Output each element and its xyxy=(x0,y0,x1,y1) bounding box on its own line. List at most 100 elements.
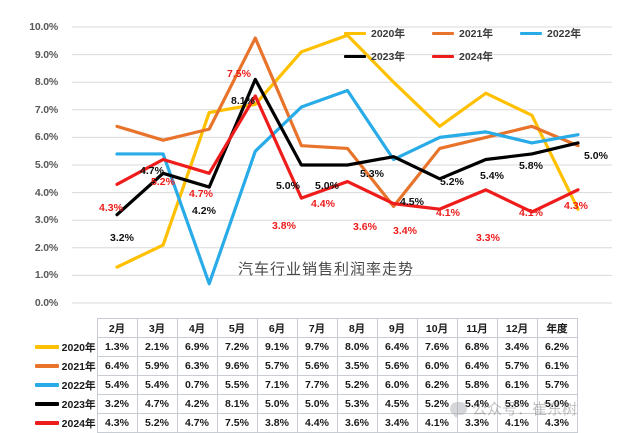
table-column-header: 3月 xyxy=(136,318,178,338)
table-cell: 5.4% xyxy=(136,375,178,395)
table-cell: 9.7% xyxy=(296,337,338,357)
y-axis-tick-label: 6.0% xyxy=(34,131,58,144)
table-column-header: 12月 xyxy=(496,318,538,338)
legend-item-2021年[interactable]: 2021年 xyxy=(432,26,520,41)
legend-color-swatch xyxy=(344,54,366,59)
legend-color-swatch xyxy=(432,31,454,36)
data-label: 4.3% xyxy=(564,200,588,212)
data-label: 3.4% xyxy=(393,225,417,237)
data-label: 4.7% xyxy=(189,188,213,200)
legend-color-swatch xyxy=(520,31,542,36)
data-label: 5.3% xyxy=(360,168,384,180)
table-cell: 5.3% xyxy=(336,394,378,414)
table-row: 2024年 4.3% 5.2% 4.7% 7.5% 3.8% 4.4% 3.6% 3.4% 4.1… xyxy=(26,413,578,433)
table-cell: 6.3% xyxy=(176,356,218,376)
table-cell: 5.7% xyxy=(496,356,538,376)
table-row: 2020年 1.3% 2.1% 6.9% 7.2% 9.1% 9.7% 8.0% 6.4% 7.6… xyxy=(26,337,578,357)
table-cell: 4.7% xyxy=(176,413,218,433)
table-cell: 5.8% xyxy=(496,394,538,414)
table-cell: 5.7% xyxy=(536,375,578,395)
data-label: 3.2% xyxy=(110,232,134,244)
data-label: 8.1% xyxy=(231,95,255,107)
chart-plot-region: 10.0% 9.0% 8.0% 7.0% 6.0% 5.0% 4.0% 3.0% 2.0% 1.0… xyxy=(29,21,612,309)
table-row: 2022年 5.4% 5.4% 0.7% 5.5% 7.1% 7.7% 5.2% 6.0% 6.2… xyxy=(26,375,578,395)
table-column-header: 9月 xyxy=(376,318,418,338)
table-cell: 3.3% xyxy=(456,413,498,433)
table-cell: 5.8% xyxy=(456,375,498,395)
data-label: 5.8% xyxy=(519,160,543,172)
y-axis-tick-label: 10.0% xyxy=(29,21,58,33)
table-column-header: 2月 xyxy=(96,318,138,338)
data-label: 5.2% xyxy=(440,176,464,188)
table-cell: 5.4% xyxy=(456,394,498,414)
legend-item-2023年[interactable]: 2023年 xyxy=(344,49,432,64)
legend-item-2024年[interactable]: 2024年 xyxy=(432,49,520,64)
table-cell: 0.7% xyxy=(176,375,218,395)
table-cell: 5.2% xyxy=(336,375,378,395)
table-column-header: 11月 xyxy=(456,318,498,338)
table-cell: 5.0% xyxy=(296,394,338,414)
table-column-header: 7月 xyxy=(296,318,338,338)
table-cell: 3.4% xyxy=(496,337,538,357)
row-label: 2021年 xyxy=(61,360,96,373)
legend-item-2020年[interactable]: 2020年 xyxy=(344,26,432,41)
table-cell: 4.3% xyxy=(96,413,138,433)
table-column-header: 4月 xyxy=(176,318,218,338)
y-axis-tick-label: 3.0% xyxy=(34,214,58,227)
data-label: 4.2% xyxy=(192,205,216,217)
table-corner-cell xyxy=(26,319,97,338)
table-cell: 4.5% xyxy=(376,394,418,414)
table-cell: 5.5% xyxy=(216,375,258,395)
table-cell: 4.3% xyxy=(536,413,578,433)
y-axis-tick-label: 2.0% xyxy=(34,241,58,254)
table-cell: 4.1% xyxy=(416,413,458,433)
data-label: 5.0% xyxy=(315,180,339,192)
table-cell: 6.4% xyxy=(96,356,138,376)
data-label: 4.1% xyxy=(519,207,543,219)
table-cell: 6.4% xyxy=(456,356,498,376)
table-cell: 6.0% xyxy=(376,375,418,395)
y-axis-tick-label: 8.0% xyxy=(34,76,58,89)
data-label: 3.6% xyxy=(353,221,377,233)
row-label: 2023年 xyxy=(61,398,96,411)
table-column-header: 6月 xyxy=(256,318,298,338)
chart-series-lines xyxy=(115,33,580,286)
table-column-header: 8月 xyxy=(336,318,378,338)
table-cell: 5.7% xyxy=(256,356,298,376)
data-table-region: 2月 3月 4月 5月 6月 7月 8月 9月 10月 11月 12月 年度 2020年 1.3% 2.1… xyxy=(0,314,620,433)
table-cell: 7.2% xyxy=(216,337,258,357)
legend-item-2022年[interactable]: 2022年 xyxy=(520,26,608,41)
table-cell: 6.1% xyxy=(496,375,538,395)
data-label: 5.0% xyxy=(276,180,300,192)
table-row-header: 2024年 xyxy=(26,414,97,433)
table-cell: 5.2% xyxy=(136,413,178,433)
data-label: 5.2% xyxy=(151,176,175,188)
data-label: 3.8% xyxy=(272,220,296,232)
table-cell: 3.2% xyxy=(96,394,138,414)
table-cell: 6.4% xyxy=(376,337,418,357)
table-cell: 7.7% xyxy=(296,375,338,395)
table-cell: 1.3% xyxy=(96,337,138,357)
row-color-swatch xyxy=(34,383,59,387)
legend-color-swatch xyxy=(432,54,454,59)
table-cell: 6.2% xyxy=(536,337,578,357)
table-header-row: 2月 3月 4月 5月 6月 7月 8月 9月 10月 11月 12月 年度 xyxy=(26,318,578,338)
series-line-2022年 xyxy=(115,88,580,286)
table-cell: 3.4% xyxy=(376,413,418,433)
table-cell: 7.6% xyxy=(416,337,458,357)
data-label: 4.5% xyxy=(400,196,424,208)
y-axis-tick-label: 5.0% xyxy=(34,159,58,171)
table-cell: 4.2% xyxy=(176,394,218,414)
series-line-2021年 xyxy=(115,36,580,208)
table-cell: 3.6% xyxy=(336,413,378,433)
chart-legend: 2020年 2021年 2022年 2023年 2024年 xyxy=(344,26,610,64)
table-cell: 2.1% xyxy=(136,337,178,357)
table-cell: 9.1% xyxy=(256,337,298,357)
legend-label: 2023年 xyxy=(371,51,405,63)
table-cell: 8.0% xyxy=(336,337,378,357)
table-cell: 6.2% xyxy=(416,375,458,395)
table-column-header: 10月 xyxy=(416,318,458,338)
data-label: 3.3% xyxy=(476,232,500,244)
data-label: 7.5% xyxy=(227,68,251,80)
